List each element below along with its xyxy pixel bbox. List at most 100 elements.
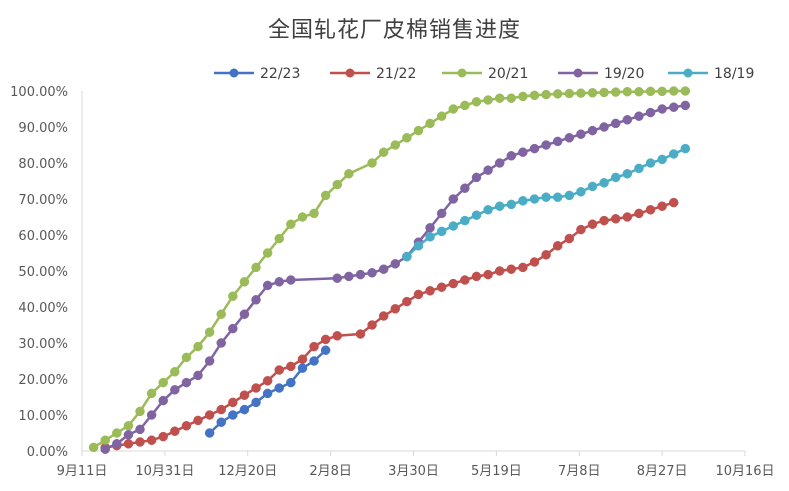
data-point bbox=[378, 311, 389, 321]
data-point bbox=[320, 190, 331, 201]
data-point bbox=[216, 309, 226, 319]
data-point bbox=[506, 151, 517, 161]
series-layer bbox=[88, 86, 691, 454]
data-point bbox=[471, 97, 482, 107]
data-point bbox=[286, 377, 296, 388]
y-tick-label: 90.00% bbox=[18, 121, 68, 136]
data-point bbox=[193, 415, 203, 426]
legend-marker bbox=[229, 68, 239, 78]
data-point bbox=[228, 323, 238, 334]
data-point bbox=[460, 100, 470, 111]
chart-axes bbox=[81, 91, 746, 456]
data-point bbox=[529, 90, 540, 101]
legend-item: 20/21 bbox=[442, 66, 528, 82]
legend-item: 19/20 bbox=[558, 66, 644, 82]
data-point bbox=[413, 289, 424, 300]
data-point bbox=[228, 291, 238, 301]
data-point bbox=[309, 341, 319, 352]
data-point bbox=[448, 104, 459, 114]
series-line bbox=[92, 89, 686, 449]
data-point bbox=[587, 125, 598, 136]
data-point bbox=[170, 385, 180, 395]
data-point bbox=[320, 334, 331, 345]
data-point bbox=[634, 163, 644, 174]
data-point bbox=[483, 269, 493, 280]
data-point bbox=[239, 404, 250, 415]
data-point bbox=[367, 320, 377, 330]
data-point bbox=[297, 354, 308, 364]
data-point bbox=[518, 91, 528, 102]
data-point bbox=[355, 269, 366, 280]
legend-marker bbox=[683, 68, 693, 78]
data-point bbox=[286, 219, 296, 229]
data-point bbox=[668, 86, 679, 96]
data-point bbox=[634, 208, 644, 219]
data-point bbox=[216, 417, 226, 427]
series-line bbox=[105, 201, 675, 449]
x-tick-label: 8月27日 bbox=[637, 464, 688, 479]
data-point bbox=[645, 158, 656, 168]
data-point bbox=[587, 219, 598, 229]
data-point bbox=[529, 257, 540, 267]
data-point bbox=[564, 88, 575, 99]
data-point bbox=[599, 178, 609, 188]
data-point bbox=[552, 89, 563, 99]
data-point bbox=[216, 338, 226, 348]
x-tick-label: 10月16日 bbox=[715, 464, 774, 479]
data-point bbox=[552, 136, 563, 147]
data-point bbox=[262, 376, 273, 386]
data-point bbox=[378, 147, 389, 157]
data-point bbox=[576, 88, 586, 98]
data-point bbox=[112, 439, 122, 449]
legend-label: 20/21 bbox=[488, 66, 528, 82]
data-point bbox=[309, 208, 319, 219]
data-point bbox=[181, 421, 192, 431]
data-point bbox=[506, 264, 517, 274]
data-point bbox=[146, 435, 157, 445]
data-point bbox=[494, 266, 505, 276]
data-point bbox=[610, 214, 621, 224]
data-point bbox=[286, 275, 296, 285]
data-point bbox=[332, 331, 343, 341]
y-tick-label: 40.00% bbox=[18, 301, 68, 316]
data-point bbox=[622, 169, 633, 179]
legend-label: 19/20 bbox=[604, 66, 644, 82]
data-point bbox=[494, 158, 505, 168]
x-tick-label: 9月11日 bbox=[57, 464, 108, 479]
data-point bbox=[251, 262, 261, 273]
data-point bbox=[123, 430, 134, 440]
data-point bbox=[274, 383, 284, 393]
data-point bbox=[471, 210, 482, 220]
data-point bbox=[668, 197, 679, 208]
y-tick-label: 10.00% bbox=[18, 409, 68, 424]
series-20-21 bbox=[88, 86, 691, 453]
data-point bbox=[100, 444, 110, 454]
data-point bbox=[680, 143, 691, 154]
x-tick-label: 10月31日 bbox=[135, 464, 194, 479]
data-point bbox=[436, 226, 447, 237]
y-tick-label: 30.00% bbox=[18, 337, 68, 352]
data-point bbox=[634, 111, 644, 121]
data-point bbox=[88, 442, 99, 453]
data-point bbox=[634, 86, 644, 97]
data-point bbox=[645, 86, 656, 97]
y-tick-label: 70.00% bbox=[18, 193, 68, 208]
data-point bbox=[668, 149, 679, 159]
data-point bbox=[251, 397, 261, 408]
data-point bbox=[402, 133, 412, 143]
data-point bbox=[448, 278, 459, 289]
data-point bbox=[378, 264, 389, 274]
data-point bbox=[320, 345, 331, 355]
x-tick-label: 2月8日 bbox=[309, 464, 352, 479]
data-point bbox=[657, 201, 667, 211]
data-point bbox=[158, 395, 168, 406]
x-axis-tick-labels: 9月11日 10月31日 12月20日 2月8日 3月30日 5月19日 7月8日 8月27日… bbox=[57, 464, 775, 479]
data-point bbox=[610, 87, 621, 97]
series-22-23 bbox=[204, 345, 331, 438]
legend-marker bbox=[345, 68, 355, 78]
y-axis-tick-labels: 0.00% 10.00% 20.00% 30.00% 40.00% 50.00% 60.00… bbox=[10, 85, 68, 460]
data-point bbox=[332, 179, 343, 190]
data-point bbox=[576, 129, 586, 139]
data-point bbox=[146, 388, 157, 399]
data-point bbox=[181, 352, 192, 363]
